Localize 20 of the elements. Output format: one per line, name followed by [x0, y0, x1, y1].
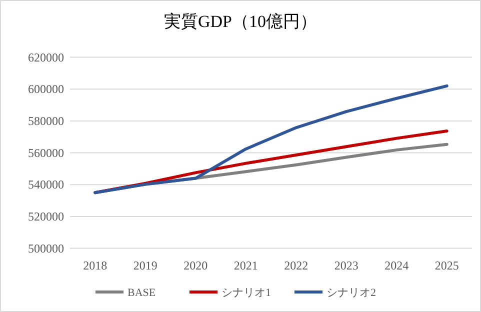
y-tick-label: 520000 [28, 209, 64, 224]
y-tick-label: 540000 [28, 178, 64, 192]
legend-label: シナリオ2 [326, 287, 376, 299]
x-tick-label: 2019 [133, 258, 158, 272]
x-tick-label: 2025 [434, 258, 459, 272]
legend-label: BASE [128, 287, 156, 299]
y-tick-label: 620000 [28, 50, 64, 64]
y-tick-label: 500000 [28, 241, 64, 256]
legend-label: シナリオ1 [222, 287, 271, 299]
y-tick-label: 600000 [28, 82, 64, 96]
line-series [94, 84, 448, 194]
x-tick-label: 2018 [83, 258, 108, 272]
x-tick-label: 2023 [334, 258, 358, 272]
x-tick-label: 2022 [284, 258, 308, 272]
y-tick-label: 560000 [28, 146, 64, 160]
x-tick-label: 2020 [184, 258, 208, 272]
x-tick-label: 2021 [234, 258, 258, 272]
x-tick-label: 2024 [384, 258, 409, 272]
y-tick-label: 580000 [28, 114, 64, 128]
chart-title: 実質GDP（10億円） [164, 12, 318, 31]
